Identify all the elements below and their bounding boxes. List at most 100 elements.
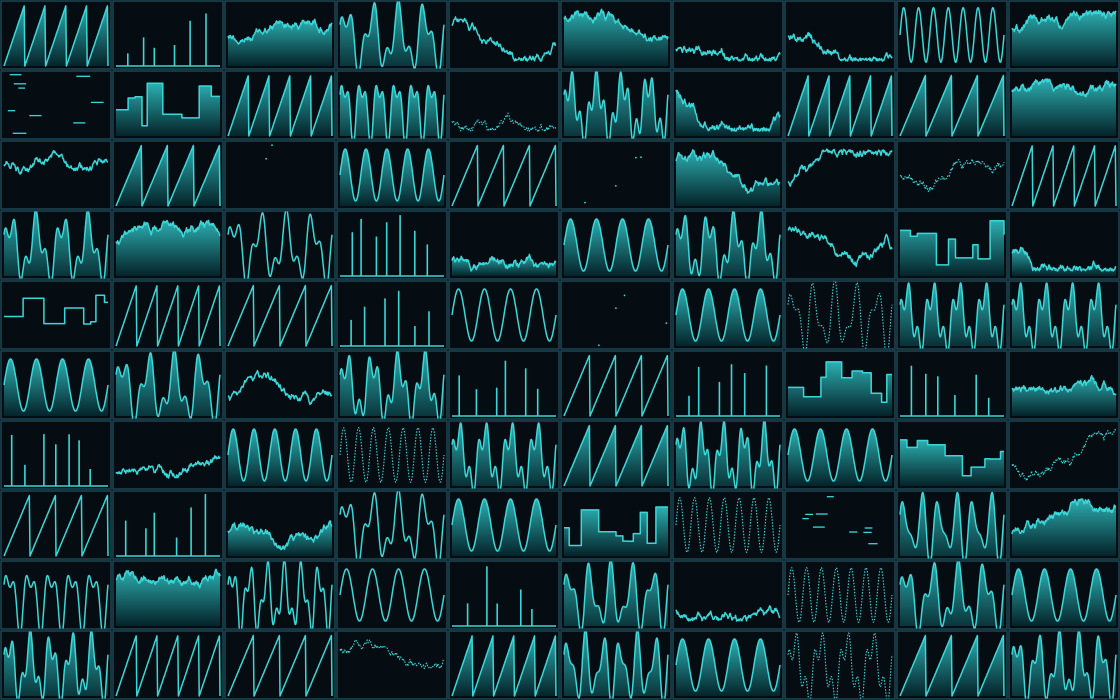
waveform-cell-8-1 (1, 491, 111, 559)
waveform-cell-6-5 (449, 351, 559, 419)
waveform-cell-6-5-frame (449, 351, 559, 419)
waveform-cell-6-10 (1009, 351, 1119, 419)
waveform-cell-9-5-frame (449, 561, 559, 629)
waveform-cell-5-2 (113, 281, 223, 349)
waveform-cell-5-6-frame (561, 281, 671, 349)
waveform-cell-9-1 (1, 561, 111, 637)
waveform-cell-6-7 (673, 351, 783, 419)
waveform-cell-3-7 (673, 141, 783, 209)
waveform-cell-5-9 (897, 281, 1007, 353)
waveform-cell-4-1 (1, 210, 111, 286)
waveform-cell-2-2 (113, 71, 223, 139)
waveform-cell-8-2-frame (113, 491, 223, 559)
waveform-cell-2-1-frame (1, 71, 111, 139)
waveform-cell-7-4 (337, 421, 447, 489)
waveform-cell-9-8 (785, 561, 895, 629)
waveform-cell-5-6-dot (624, 295, 626, 297)
waveform-cell-6-2 (113, 349, 223, 426)
waveform-cell-5-4 (337, 281, 447, 349)
waveform-cell-8-9 (897, 491, 1007, 566)
waveform-cell-3-3-dot (271, 144, 273, 146)
waveform-cell-2-8 (785, 71, 895, 139)
waveform-cell-6-4 (337, 350, 447, 427)
waveform-cell-9-3 (225, 559, 335, 637)
waveform-cell-1-9 (897, 1, 1007, 69)
waveform-cell-4-3 (225, 209, 335, 286)
waveform-cell-7-2-frame (113, 421, 223, 489)
waveform-cell-8-2 (113, 491, 223, 559)
waveform-cell-4-4 (337, 211, 447, 279)
waveform-cell-4-2 (113, 211, 223, 279)
waveform-cell-9-10 (1009, 561, 1119, 629)
waveform-cell-2-4 (337, 71, 447, 147)
waveform-cell-2-5 (449, 71, 559, 139)
waveform-cell-5-5 (449, 281, 559, 349)
waveform-cell-5-4-frame (337, 281, 447, 349)
waveform-cell-10-1 (1, 629, 111, 700)
waveform-cell-3-5 (449, 141, 559, 209)
waveform-cell-3-1-frame (1, 141, 111, 209)
waveform-cell-1-5 (449, 1, 559, 69)
waveform-cell-1-10 (1009, 1, 1119, 69)
waveform-cell-5-8-frame (785, 281, 895, 349)
waveform-cell-3-9 (897, 141, 1007, 209)
waveform-cell-9-7 (673, 561, 783, 629)
waveform-cell-4-9 (897, 211, 1007, 279)
waveform-cell-2-5-frame (449, 71, 559, 139)
waveform-cell-3-2 (113, 141, 223, 209)
waveform-cell-4-8-frame (785, 211, 895, 279)
waveform-cell-8-4 (337, 489, 447, 566)
waveform-cell-1-1 (1, 1, 111, 69)
waveform-cell-3-4 (337, 141, 447, 209)
waveform-cell-10-4 (337, 631, 447, 699)
waveform-cell-1-7 (673, 1, 783, 69)
waveform-cell-7-7 (673, 419, 783, 497)
waveform-cell-10-6 (561, 629, 671, 700)
waveform-cell-9-9 (897, 559, 1007, 636)
waveform-cell-1-8 (785, 1, 895, 69)
waveform-cell-10-8 (785, 631, 895, 700)
waveform-cell-6-6 (561, 351, 671, 419)
waveform-cell-2-7 (673, 71, 783, 139)
waveform-cell-3-9-frame (897, 141, 1007, 209)
waveform-cell-7-10 (1009, 421, 1119, 489)
waveform-cell-3-3 (225, 141, 335, 209)
waveform-cell-8-5 (449, 491, 559, 559)
waveform-cell-3-6-dot (640, 156, 642, 158)
waveform-cell-1-4 (337, 0, 447, 76)
waveform-cell-5-6-dot (665, 322, 667, 324)
waveform-cell-1-2 (113, 1, 223, 69)
waveform-cell-6-1 (1, 351, 111, 419)
waveform-cell-8-8-frame (785, 491, 895, 559)
waveform-cell-7-5 (449, 421, 559, 493)
waveform-cell-5-3 (225, 281, 335, 349)
waveform-cell-3-6-dot (635, 157, 637, 159)
waveform-cell-9-2 (113, 561, 223, 629)
waveform-cell-8-8 (785, 491, 895, 559)
waveform-cell-7-9 (897, 421, 1007, 489)
waveform-cell-7-8 (785, 421, 895, 489)
waveform-cell-7-2 (113, 421, 223, 489)
waveform-cell-9-4 (337, 561, 447, 629)
waveform-cell-3-8 (785, 141, 895, 209)
waveform-cell-4-2-plot (116, 220, 220, 276)
waveform-cell-3-6 (561, 141, 671, 209)
waveform-cell-1-3 (225, 1, 335, 69)
waveform-cell-2-6 (561, 69, 671, 146)
waveform-cell-10-5 (449, 631, 559, 699)
waveform-cell-3-3-dot (265, 158, 267, 160)
waveform-cell-6-9 (897, 351, 1007, 419)
waveform-cell-10-4-frame (337, 631, 447, 699)
waveform-cell-8-3 (225, 491, 335, 559)
waveform-cell-8-7 (673, 491, 783, 559)
waveform-cell-3-6-dot (584, 202, 586, 204)
waveform-cell-10-3 (225, 631, 335, 699)
waveform-cell-4-6 (561, 211, 671, 279)
waveform-cell-6-9-frame (897, 351, 1007, 419)
waveform-cell-5-6-dot (615, 307, 617, 309)
waveform-cell-5-10 (1009, 281, 1119, 353)
waveform-cell-9-5 (449, 561, 559, 629)
waveform-cell-7-6 (561, 421, 671, 489)
waveform-cell-2-9 (897, 71, 1007, 139)
